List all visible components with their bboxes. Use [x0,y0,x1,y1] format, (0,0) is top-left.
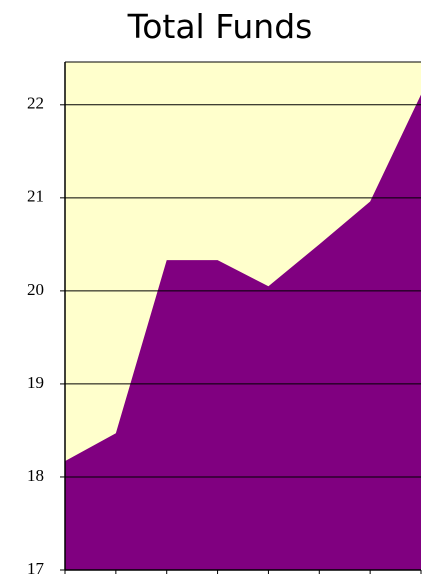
y-tick-label: 20 [27,280,44,299]
area [65,94,421,571]
y-tick-label: 22 [27,94,44,113]
chart-title: Total Funds [127,7,313,46]
y-tick-label: 18 [27,466,44,485]
y-tick-label: 19 [27,373,44,392]
y-tick-label: 21 [27,187,44,206]
y-tick-label: 17 [27,559,45,578]
